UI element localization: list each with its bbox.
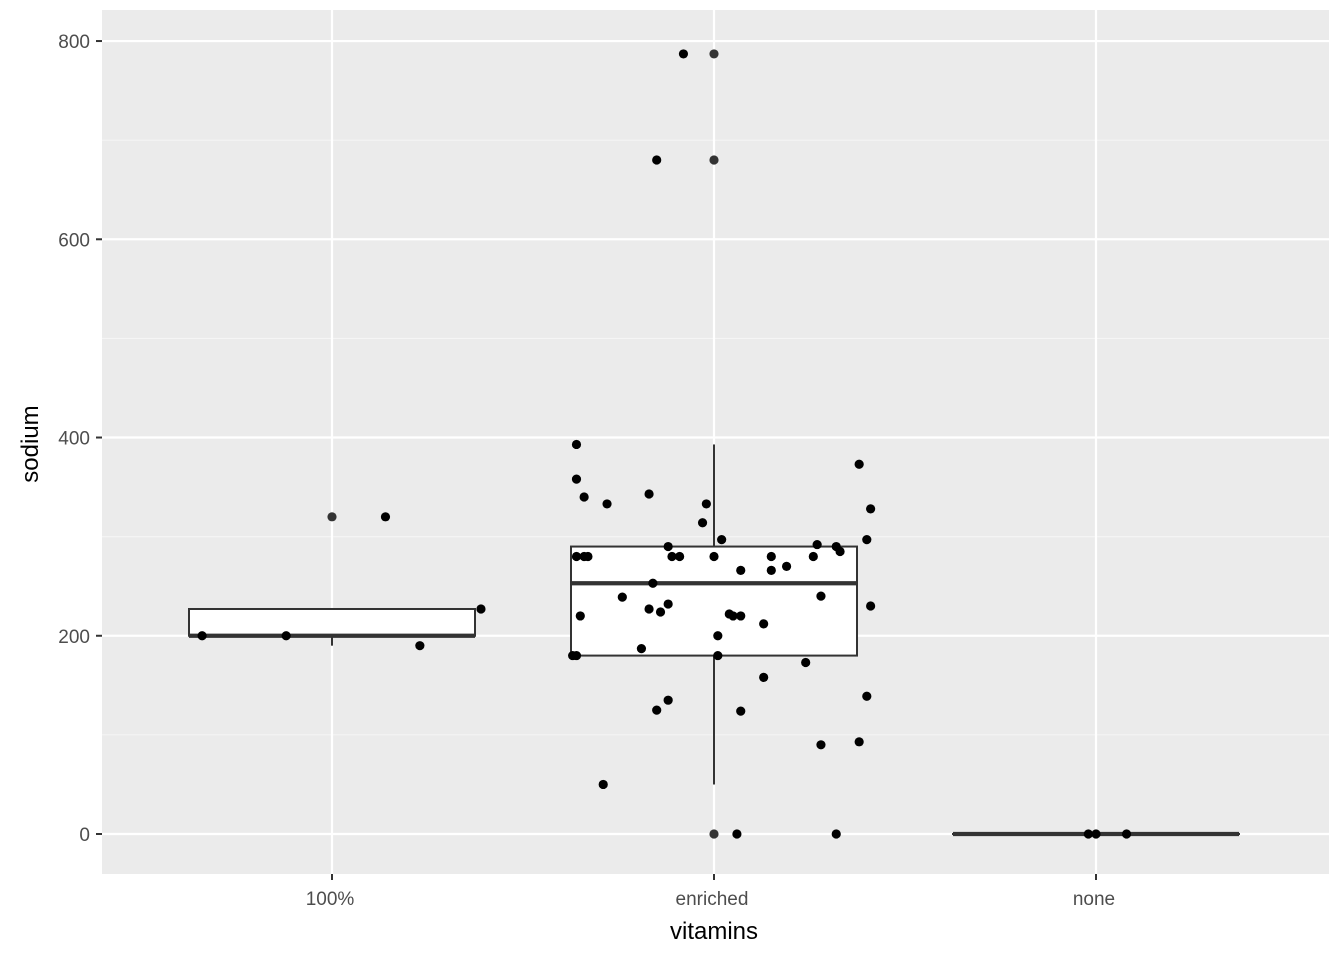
data-point xyxy=(728,611,738,621)
y-axis: 0 200 400 600 800 xyxy=(58,32,102,846)
jitter-points xyxy=(197,49,1132,839)
data-point xyxy=(281,631,291,641)
x-tick-label: 100% xyxy=(306,889,355,910)
data-point xyxy=(617,592,627,602)
outlier-point xyxy=(709,155,719,165)
plot-panel xyxy=(102,10,1329,874)
y-tick-label: 0 xyxy=(79,825,90,846)
box-iqr xyxy=(570,545,858,657)
data-point xyxy=(636,644,647,654)
y-tick-label: 400 xyxy=(58,429,90,450)
x-tick-label: enriched xyxy=(676,889,749,910)
data-point xyxy=(835,546,845,557)
data-point xyxy=(862,535,872,545)
data-point xyxy=(831,829,841,839)
data-point xyxy=(663,541,673,552)
data-point xyxy=(697,518,708,528)
data-point xyxy=(575,611,585,621)
data-point xyxy=(866,601,876,611)
data-point xyxy=(808,551,818,562)
y-tick-label: 800 xyxy=(58,32,90,53)
data-point xyxy=(717,535,727,545)
data-point xyxy=(759,672,769,682)
data-point xyxy=(663,695,673,705)
data-point xyxy=(812,539,822,550)
data-point xyxy=(701,499,711,509)
y-tick-label: 600 xyxy=(58,230,90,251)
data-point xyxy=(415,641,425,651)
box-iqr xyxy=(188,607,476,637)
data-point xyxy=(644,604,654,614)
data-point xyxy=(781,561,792,571)
data-point xyxy=(854,737,864,747)
outlier-point xyxy=(327,512,337,522)
data-point xyxy=(667,551,677,562)
data-point xyxy=(866,504,876,514)
data-point xyxy=(652,705,662,715)
data-point xyxy=(602,499,612,509)
data-point xyxy=(709,551,719,562)
data-point xyxy=(713,631,723,641)
data-point xyxy=(655,607,666,617)
minor-gridlines xyxy=(102,139,1329,736)
x-axis: 100% enriched none xyxy=(306,874,1115,910)
data-point xyxy=(1091,829,1101,839)
data-point xyxy=(675,551,685,562)
data-point xyxy=(736,611,746,621)
data-point xyxy=(197,631,207,641)
data-point xyxy=(663,599,673,609)
data-point xyxy=(652,155,662,165)
data-point xyxy=(571,650,582,661)
data-point xyxy=(583,551,593,562)
data-point xyxy=(380,512,391,522)
data-point xyxy=(759,619,769,629)
data-point xyxy=(854,459,864,469)
y-axis-title: sodium xyxy=(17,405,44,482)
data-point xyxy=(678,49,689,59)
data-point xyxy=(732,829,742,839)
data-point xyxy=(648,578,658,588)
data-point xyxy=(571,474,582,484)
x-axis-title: vitamins xyxy=(670,918,758,945)
data-point xyxy=(644,489,654,499)
data-point xyxy=(598,779,608,790)
data-point xyxy=(736,565,746,575)
data-point xyxy=(1083,829,1093,839)
outlier-point xyxy=(709,829,719,839)
data-point xyxy=(766,565,776,575)
data-point xyxy=(476,604,486,614)
x-tick-label: none xyxy=(1073,889,1115,910)
y-tick-label: 200 xyxy=(58,627,90,648)
data-point xyxy=(713,650,723,661)
data-point xyxy=(571,439,582,450)
data-point xyxy=(766,551,776,562)
data-point xyxy=(801,657,811,668)
data-point xyxy=(579,492,589,502)
data-point xyxy=(1121,829,1132,839)
data-point xyxy=(816,591,826,601)
data-point xyxy=(816,740,826,750)
outlier-point xyxy=(709,49,719,59)
data-point xyxy=(862,691,872,701)
box-100- xyxy=(188,512,476,646)
data-point xyxy=(736,706,746,716)
box-layer xyxy=(188,49,1240,839)
data-point xyxy=(571,551,582,562)
